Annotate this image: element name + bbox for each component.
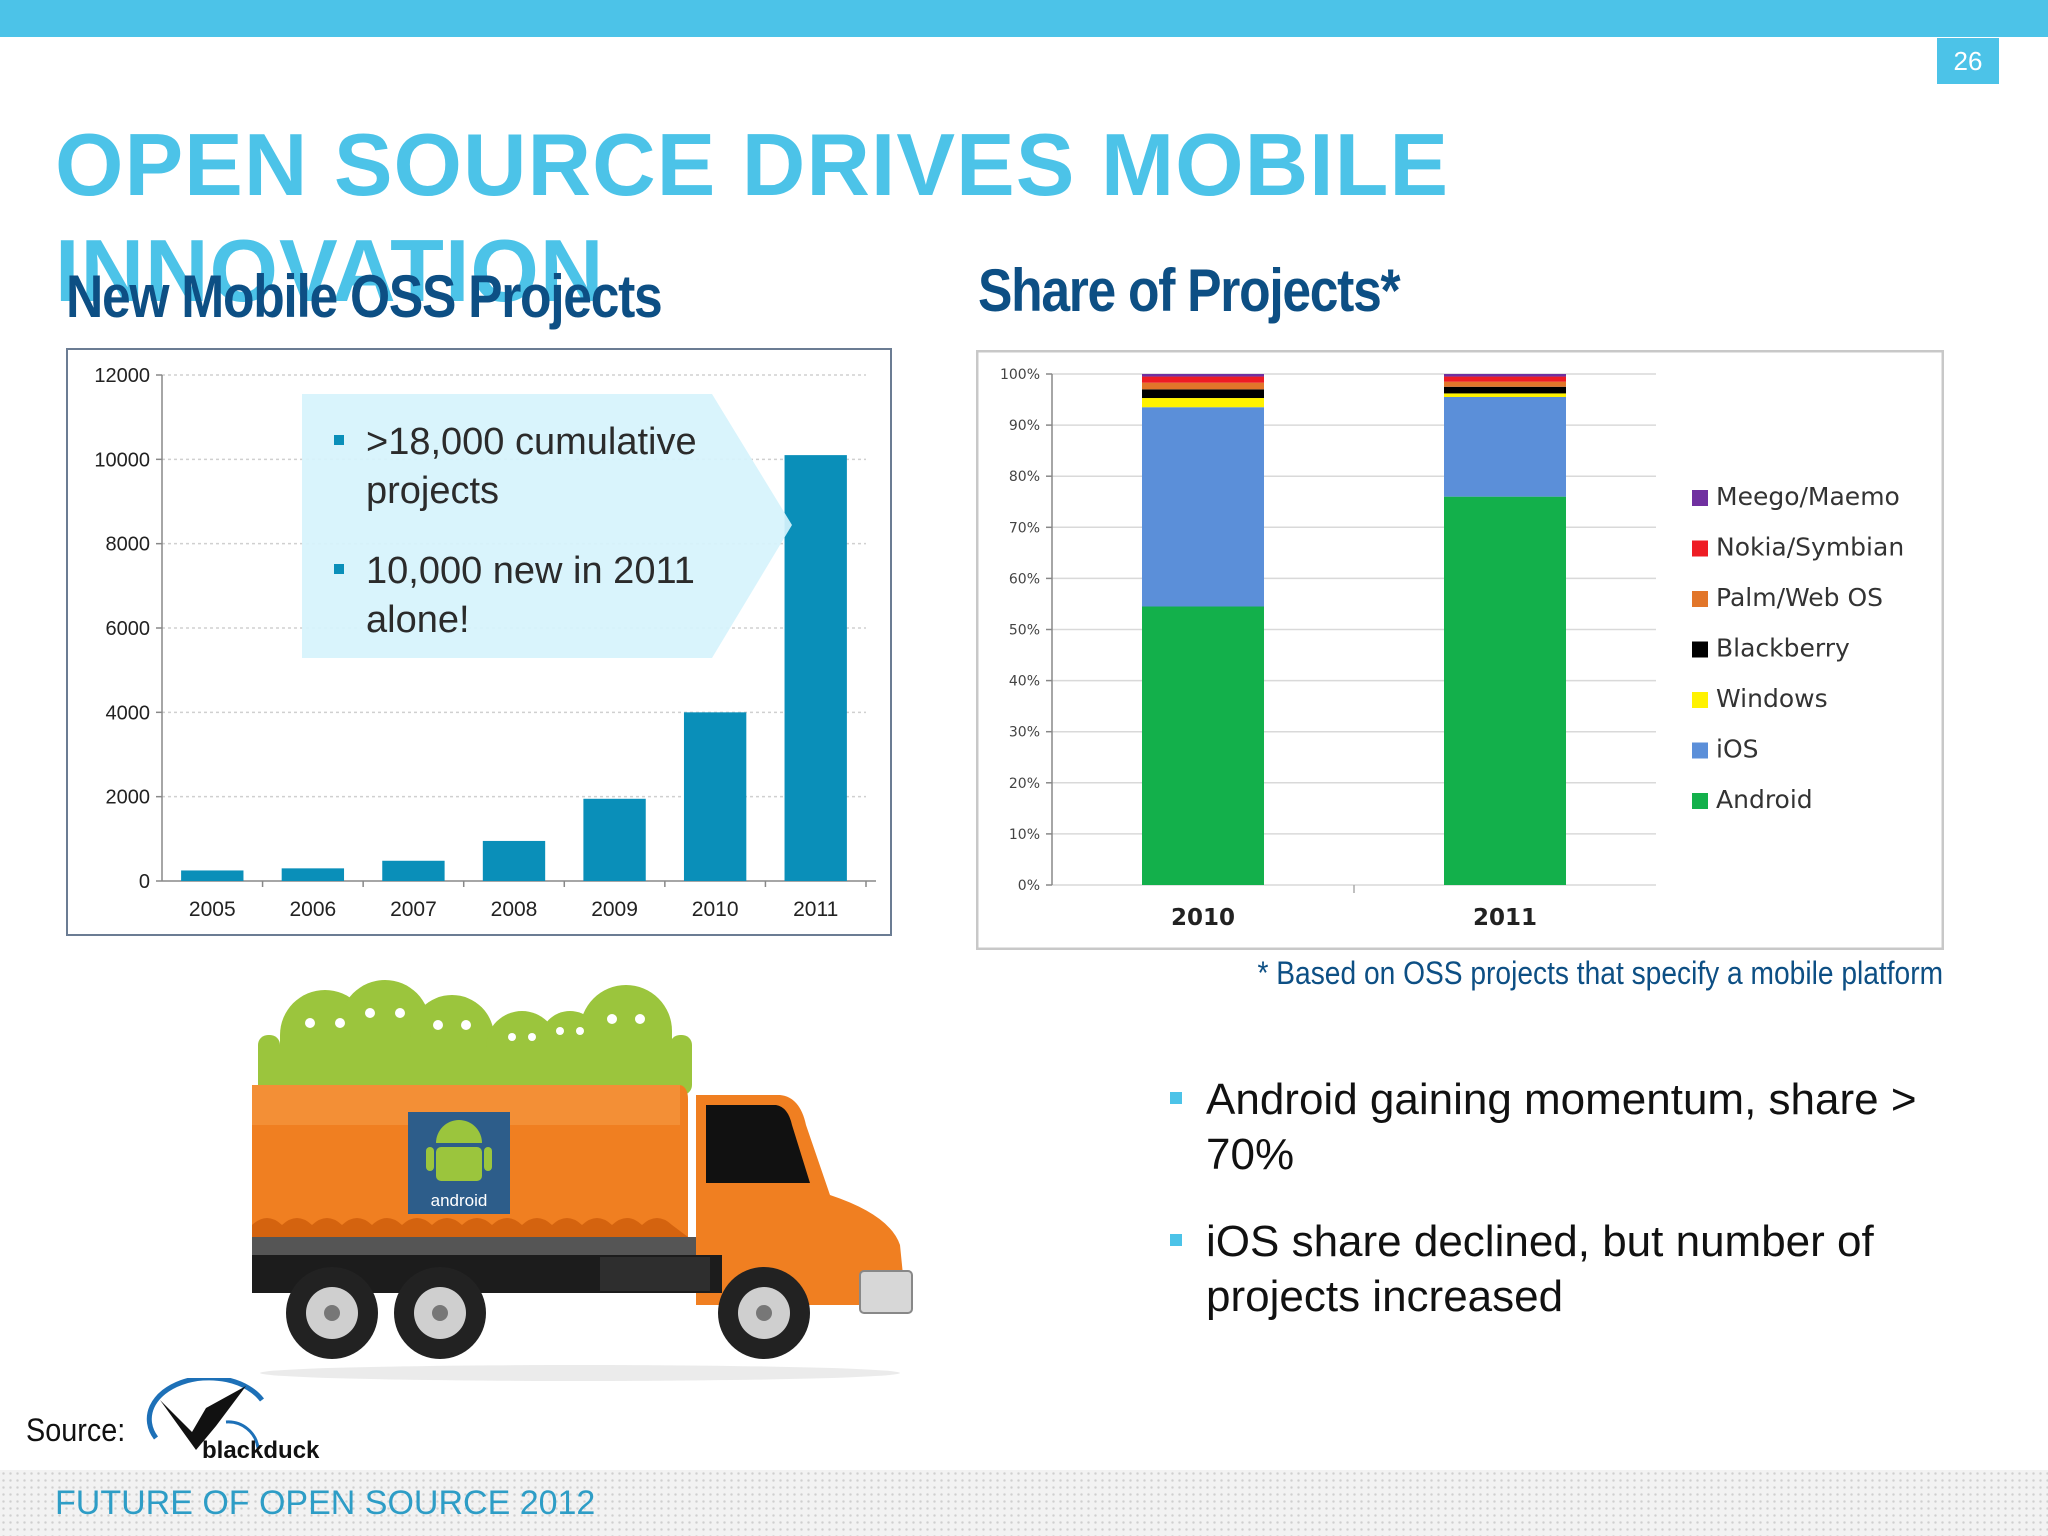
bar-segment: [1444, 386, 1566, 394]
y-tick-label: 8000: [106, 534, 151, 556]
bar: [181, 870, 244, 881]
callout-bullet-2: [334, 564, 344, 574]
bar-segment: [1142, 398, 1264, 408]
bullet-square-icon: [1170, 1092, 1182, 1104]
legend-label: Palm/Web OS: [1716, 583, 1883, 612]
android-truck-illustration: android: [252, 980, 913, 1381]
callout-text-1: >18,000 cumulative projects: [366, 421, 697, 512]
legend-label: iOS: [1716, 735, 1759, 764]
chart-footnote: * Based on OSS projects that specify a m…: [1257, 955, 1943, 991]
truck-wheels: [286, 1267, 810, 1359]
bar: [683, 712, 747, 881]
android-logo-text: android: [431, 1191, 488, 1210]
bar: [583, 798, 646, 881]
new-projects-bar-chart: 0 2000 4000 6000 8000 10000 12000 2005 2006 2007…: [66, 348, 892, 936]
y-tick-label: 6000: [106, 618, 151, 640]
x-tick-label: 2011: [1473, 905, 1537, 931]
bar-segment: [1444, 393, 1566, 397]
bar: [382, 860, 445, 881]
y-tick-label: 0%: [1018, 878, 1040, 894]
bar: [482, 840, 546, 881]
y-tick-label: 90%: [1009, 418, 1040, 434]
blackduck-logo-text: blackduck: [202, 1437, 320, 1464]
bar-segment: [1142, 382, 1264, 390]
legend-swatch: [1692, 490, 1708, 506]
bar-segment: [1142, 407, 1264, 607]
x-tick-label: 2011: [793, 898, 838, 921]
y-tick-label: 30%: [1009, 725, 1040, 741]
bar-segment: [1142, 374, 1264, 377]
legend-label: Android: [1716, 785, 1813, 814]
page-number: 26: [1937, 38, 1999, 84]
y-tick-label: 12000: [94, 365, 150, 387]
left-chart-heading: New Mobile OSS Projects: [66, 263, 663, 330]
legend-swatch: [1692, 742, 1708, 759]
bar-segment: [1142, 376, 1264, 383]
footer-text: FUTURE OF OPEN SOURCE 2012: [55, 1484, 596, 1522]
y-tick-label: 60%: [1009, 571, 1040, 587]
legend-swatch: [1692, 591, 1708, 607]
x-tick-label: 2008: [491, 898, 538, 921]
x-tick-label: 2009: [591, 898, 638, 921]
bar-segment: [1444, 376, 1566, 382]
bullet-square-icon: [1170, 1234, 1182, 1246]
x-tick-label: 2005: [189, 898, 236, 921]
y-tick-label: 50%: [1009, 623, 1040, 639]
bar: [281, 868, 345, 881]
bar-segment: [1142, 606, 1264, 885]
bar-segment: [1444, 374, 1566, 377]
y-tick-label: 0: [139, 871, 150, 893]
y-tick-label: 70%: [1009, 520, 1040, 536]
bar-segment: [1444, 496, 1566, 885]
android-robots: [258, 980, 692, 1095]
blackduck-logo: blackduck: [146, 1378, 320, 1464]
x-tick-label: 2006: [289, 898, 336, 921]
x-tick-label: 2007: [390, 898, 437, 921]
y-tick-label: 80%: [1009, 469, 1040, 485]
y-tick-label: 10000: [94, 449, 150, 471]
bar-segment: [1142, 389, 1264, 399]
callout-bullet-1: [334, 435, 344, 445]
y-tick-label: 4000: [106, 702, 151, 724]
footer-band: [0, 1470, 2048, 1536]
x-tick-label: 2010: [692, 898, 739, 921]
bar-segment: [1444, 396, 1566, 497]
y-tick-label: 40%: [1009, 674, 1040, 690]
y-tick-label: 20%: [1009, 776, 1040, 792]
share-of-projects-stacked-chart: 0% 10% 20% 30% 40% 50% 60% 70% 80% 90% 100% 2010 20…: [976, 350, 1944, 950]
key-points-list: Android gaining momentum, share > 70% iO…: [1170, 1072, 1930, 1356]
slide-title: OPEN SOURCE DRIVES MOBILE INNOVATION: [55, 115, 1450, 320]
y-tick-label: 2000: [106, 787, 151, 809]
legend-label: Blackberry: [1716, 634, 1850, 663]
legend-swatch: [1692, 540, 1708, 557]
y-tick-label: 10%: [1009, 827, 1040, 843]
key-point: iOS share declined, but number of projec…: [1170, 1214, 1930, 1324]
truck-window: [706, 1105, 810, 1183]
key-point: Android gaining momentum, share > 70%: [1170, 1072, 1930, 1182]
legend-swatch: [1692, 641, 1708, 658]
top-accent-bar: [0, 0, 2048, 37]
callout-arrow-shape: [302, 394, 792, 658]
legend-swatch: [1692, 793, 1708, 809]
x-tick-label: 2010: [1171, 905, 1235, 931]
legend-label: Windows: [1716, 684, 1828, 713]
legend-label: Nokia/Symbian: [1716, 533, 1904, 562]
bar: [784, 455, 847, 881]
bar-segment: [1444, 381, 1566, 387]
right-chart-heading: Share of Projects*: [978, 257, 1401, 324]
callout-text-2: 10,000 new in 2011 alone!: [366, 550, 695, 641]
legend-label: Meego/Maemo: [1716, 482, 1900, 511]
source-label: Source:: [26, 1412, 126, 1448]
y-tick-label: 100%: [1000, 367, 1040, 383]
legend-swatch: [1692, 692, 1708, 708]
